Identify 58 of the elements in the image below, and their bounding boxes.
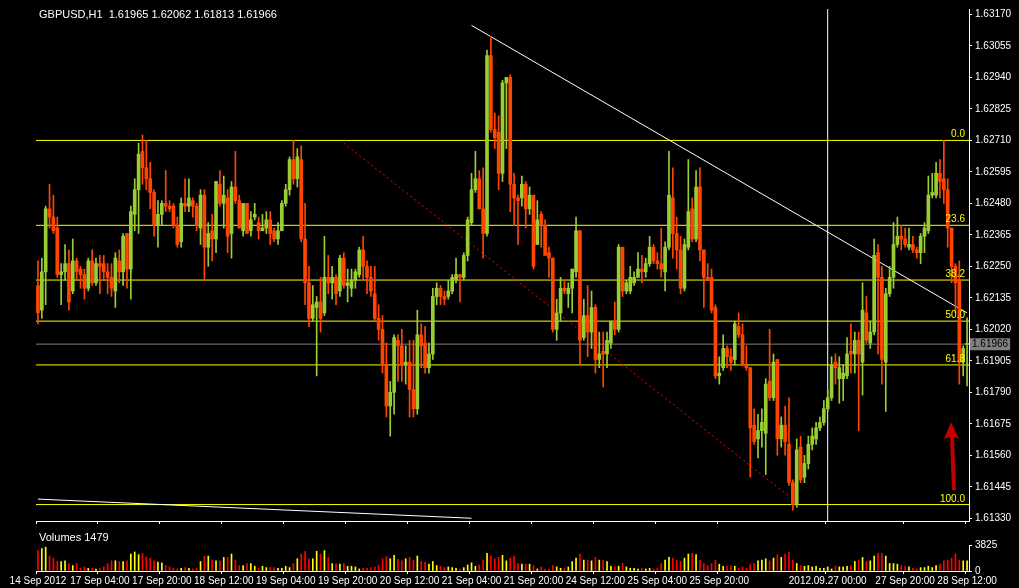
x-tick-label: 14 Sep 2012 (9, 574, 67, 586)
y-tick-label: 1.63055 (975, 39, 1012, 51)
candlestick (597, 331, 602, 368)
y-tick-label: 1.61790 (975, 386, 1012, 398)
y-tick-label: 1.63170 (975, 8, 1012, 20)
candlestick (640, 255, 644, 284)
y-tick-label: 1.61330 (975, 512, 1012, 524)
y-tick-label: 1.61445 (975, 480, 1012, 492)
x-tick-label: 21 Sep 04:00 (441, 574, 502, 586)
x-tick-label: 19 Sep 04:00 (255, 574, 316, 586)
y-tick-label: 1.61560 (975, 449, 1012, 461)
candlestick (849, 323, 853, 374)
candlestick (326, 255, 331, 295)
y-tick-label: 1.62020 (975, 323, 1012, 335)
x-tick-label: 27 Sep 20:00 (875, 574, 936, 586)
candlestick (659, 227, 664, 278)
annotation: 100.0 (939, 492, 966, 504)
x-tick-label: 21 Sep 20:00 (503, 574, 564, 586)
candlestick (585, 285, 590, 358)
y-tick-label: 1.61905 (975, 354, 1012, 366)
annotation: 0.0 (951, 128, 966, 140)
x-tick-label: 17 Sep 20:00 (132, 574, 193, 586)
candlestick (187, 178, 191, 212)
chart-title: GBPUSD,H1 1.61965 1.62062 1.61813 1.61966 (39, 7, 277, 20)
y-tick-label: 1.62825 (975, 102, 1012, 114)
y-tick-label: 1.62250 (975, 260, 1012, 272)
x-tick-label: 17 Sep 04:00 (70, 574, 131, 586)
candlestick (601, 331, 605, 388)
y-tick-label: 1.62595 (975, 165, 1012, 177)
y-tick-label: 1.62480 (975, 197, 1012, 209)
y-tick-label: 1.62135 (975, 291, 1012, 303)
candlestick (837, 356, 842, 404)
y-tick-label: 3825 (975, 538, 998, 550)
x-tick-label: 18 Sep 12:00 (194, 574, 254, 586)
x-tick-label: 20 Sep 12:00 (379, 574, 440, 586)
x-tick-label: 19 Sep 20:00 (317, 574, 378, 586)
candlestick (907, 227, 911, 251)
chart-title: Volumes 1479 (39, 530, 109, 543)
x-tick-label: 24 Sep 12:00 (565, 574, 626, 586)
candlestick (330, 266, 334, 300)
y-tick-label: 0 (975, 564, 981, 576)
candlestick (98, 255, 102, 295)
y-tick-label: 1.62710 (975, 134, 1012, 146)
y-tick-label: 1.62365 (975, 228, 1012, 240)
candlestick (156, 200, 160, 248)
candlestick (403, 345, 408, 385)
candlestick (458, 274, 462, 303)
y-tick-label: 1.61675 (975, 417, 1012, 429)
x-tick-label: 2012.09.27 00:00 (788, 574, 868, 586)
candlestick (163, 170, 168, 212)
candlestick (210, 214, 214, 262)
candlestick (183, 178, 187, 212)
y-tick-label: 1.62940 (975, 71, 1012, 83)
ref-line-label: 1.61966 (972, 337, 1009, 349)
x-tick-label: 25 Sep 20:00 (689, 574, 750, 586)
x-tick-label: 25 Sep 04:00 (627, 574, 688, 586)
candlestick (221, 175, 226, 229)
x-tick-label: 28 Sep 12:00 (937, 574, 998, 586)
